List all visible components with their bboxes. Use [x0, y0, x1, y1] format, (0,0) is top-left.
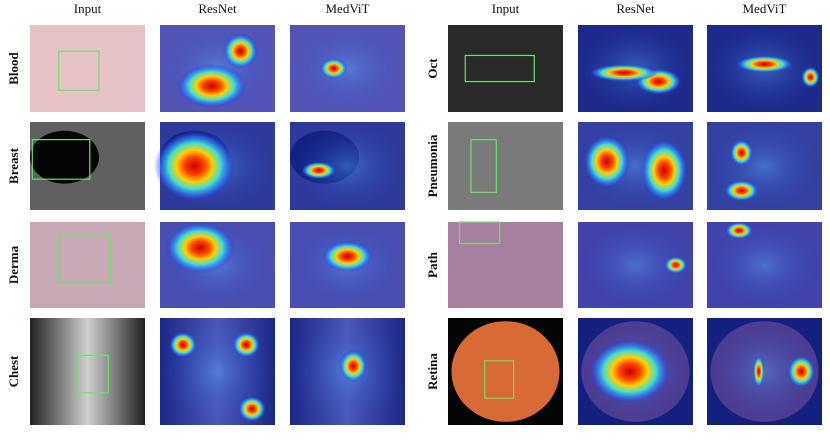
- heat-blob: [177, 64, 247, 108]
- heatmap-image: [290, 122, 405, 210]
- row-label: Path: [425, 251, 440, 278]
- heat-blob: [154, 130, 235, 202]
- heat-blob: [725, 222, 753, 240]
- heat-blob: [322, 240, 373, 272]
- column-header: MedViT: [326, 1, 370, 16]
- column-header: ResNet: [616, 1, 655, 16]
- heatmap-image: [707, 122, 822, 210]
- heat-blob: [165, 222, 235, 274]
- heatmap-image: [290, 222, 405, 308]
- heat-blob: [787, 355, 816, 388]
- heat-blob: [589, 64, 659, 82]
- roi-box: [58, 50, 100, 91]
- row-label: Oct: [425, 58, 440, 79]
- image-base: [448, 222, 563, 308]
- row-label: Derma: [6, 245, 21, 284]
- heatmap-image: [707, 222, 822, 308]
- fundus: [451, 321, 560, 422]
- heatmap-image: [290, 25, 405, 112]
- heat-blob: [753, 355, 765, 388]
- heat-blob: [589, 339, 670, 404]
- heatmap-image: [707, 318, 822, 425]
- column-header: MedViT: [743, 1, 787, 16]
- heatmap-image: [160, 222, 275, 308]
- row-label: Retina: [425, 353, 440, 390]
- input-image: [30, 222, 145, 308]
- heat-glow: [707, 122, 822, 210]
- heat-glow: [290, 122, 405, 210]
- row-label: Blood: [6, 51, 21, 84]
- input-image: [448, 221, 563, 308]
- heatmap-image: [578, 25, 693, 112]
- input-image: [30, 25, 145, 112]
- image-base: [448, 25, 563, 112]
- heat-blob: [238, 396, 266, 422]
- image-base: [30, 222, 145, 308]
- lesion: [30, 130, 99, 184]
- input-image: [448, 25, 563, 112]
- roi-box: [458, 221, 501, 245]
- heat-glow: [578, 222, 693, 308]
- heatmap-image: [578, 222, 693, 308]
- heatmap-image: [154, 122, 275, 210]
- heat-blob: [730, 139, 753, 166]
- input-image: [30, 318, 145, 425]
- roi-box: [464, 54, 535, 83]
- roi-box: [470, 139, 497, 194]
- heat-blob: [724, 180, 759, 202]
- heat-glow: [707, 222, 822, 308]
- image-base: [448, 122, 563, 210]
- column-header: ResNet: [198, 1, 237, 16]
- heatmap-image: [578, 318, 693, 425]
- row-label: Breast: [6, 147, 21, 184]
- heat-blob: [319, 58, 348, 79]
- roi-box: [484, 360, 515, 399]
- input-image: [30, 122, 145, 210]
- heatmap-image: [160, 25, 275, 112]
- roi-box: [31, 139, 91, 180]
- heat-blob: [301, 161, 336, 180]
- heat-blob: [735, 55, 794, 73]
- heat-blob: [641, 139, 688, 202]
- heat-blob: [169, 331, 197, 358]
- roi-box: [58, 234, 112, 283]
- heat-blob: [339, 350, 368, 383]
- heatmap-image: [707, 25, 822, 112]
- image-base: [30, 25, 145, 112]
- heatmap-image: [578, 122, 693, 210]
- row-label: Chest: [6, 355, 21, 387]
- heat-blob: [232, 331, 261, 358]
- heatmap-image: [160, 318, 275, 425]
- input-image: [448, 122, 563, 210]
- roi-box: [75, 354, 109, 394]
- heat-blob: [801, 66, 820, 88]
- column-header: Input: [492, 1, 520, 16]
- heat-blob: [583, 135, 630, 189]
- heat-blob: [223, 33, 258, 69]
- row-label: Pneumonia: [425, 134, 440, 197]
- heatmap-image: [290, 318, 405, 425]
- input-image: [448, 318, 563, 425]
- image-base: [30, 318, 145, 425]
- heat-blob: [664, 256, 688, 274]
- column-header: Input: [74, 1, 102, 16]
